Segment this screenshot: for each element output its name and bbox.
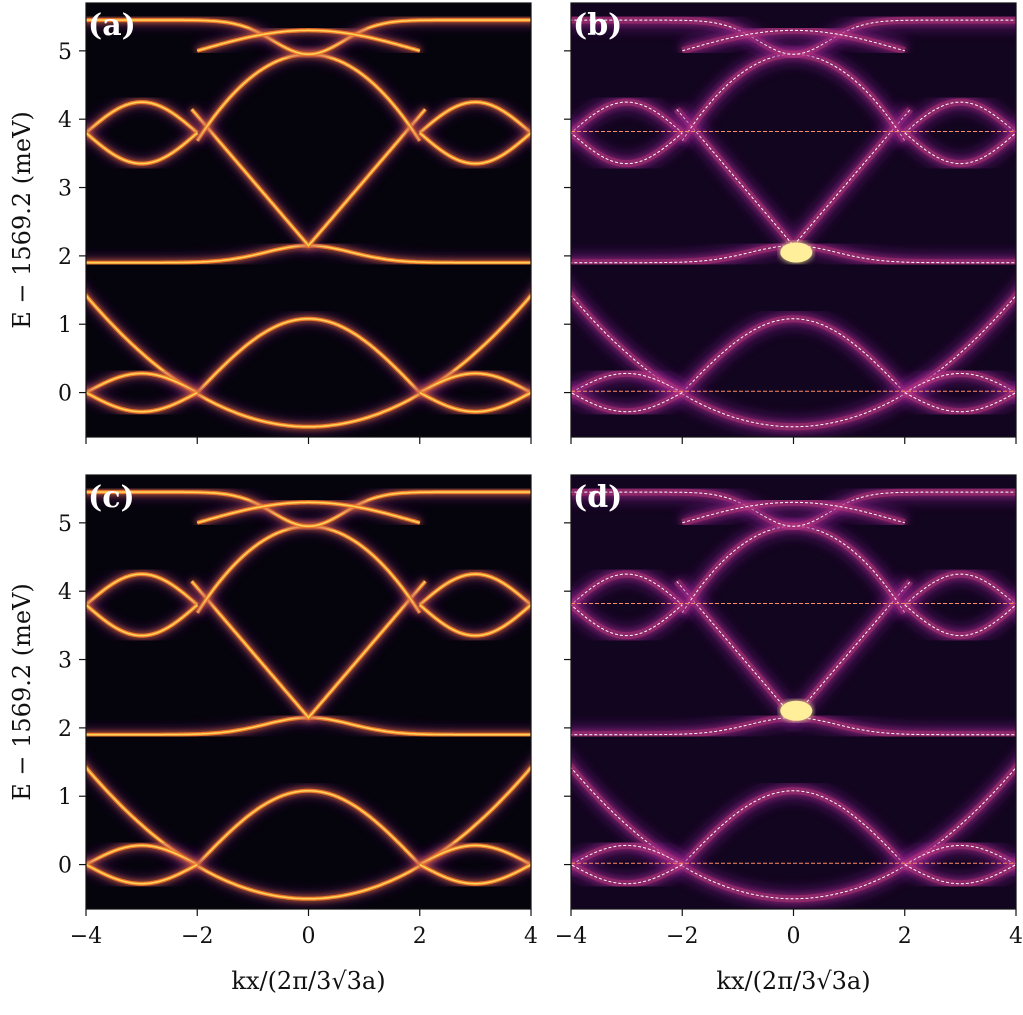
y-tick-label: 3: [58, 177, 72, 202]
y-tick-label: 3: [58, 649, 72, 674]
model-band-dashed: [904, 844, 1016, 866]
panel-label: (a): [88, 8, 136, 43]
model-band-dashed: [571, 372, 683, 394]
x-tick-label: −4: [555, 924, 587, 949]
x-axis-label: kx/(2π/3√3a): [716, 967, 870, 995]
model-band-dashed: [904, 391, 1016, 413]
x-tick-label: 4: [1009, 924, 1023, 949]
band-core: [196, 318, 421, 394]
band-core: [419, 391, 531, 413]
band-core: [191, 108, 426, 247]
y-tick-label: 0: [58, 854, 72, 879]
hotspot: [780, 242, 813, 263]
panel-d: −4 −2 0 2 4 (d) kx/(2π/3√3a): [555, 474, 1023, 995]
y-tick-label: 4: [58, 580, 72, 605]
band-core: [86, 573, 198, 606]
band-core: [86, 491, 531, 528]
x-tick-label: 2: [898, 924, 912, 949]
panel-a: 0 1 2 3 4 5 (a) E − 1569.2 (meV): [8, 2, 532, 444]
band-core: [419, 863, 531, 885]
band-core: [86, 19, 531, 56]
model-band-dashed: [571, 863, 683, 885]
band-core: [86, 391, 198, 413]
y-tick-label: 1: [58, 785, 72, 810]
y-axis-label: E − 1569.2 (meV): [8, 583, 36, 801]
band-core: [86, 294, 531, 428]
model-band-dashed: [904, 101, 1016, 134]
model-band-dashed: [681, 790, 906, 865]
model-band-dashed: [571, 844, 683, 866]
model-band-dashed: [571, 19, 1016, 55]
model-band-dashed: [904, 132, 1016, 165]
hotspot: [780, 700, 813, 721]
model-band-dashed: [571, 604, 683, 637]
band-core: [86, 863, 198, 885]
band-intensity: [681, 26, 906, 55]
band-intensity: [681, 498, 906, 527]
x-axis-label: kx/(2π/3√3a): [231, 967, 385, 995]
x-tick-label: 0: [302, 924, 316, 949]
band-core: [86, 131, 198, 165]
model-band-dashed: [571, 294, 1016, 428]
band-core: [196, 790, 421, 866]
panel-c: −4 −2 0 2 4 0 1 2 3 4 5 (c) E − 1569.2 (meV) kx/(2π/3…: [8, 474, 538, 995]
y-tick-label: 1: [58, 313, 72, 338]
band-core: [419, 573, 531, 606]
model-band-dashed: [571, 391, 683, 413]
model-band-dashed: [904, 863, 1016, 885]
model-band-dashed: [904, 372, 1016, 394]
y-tick-label: 5: [58, 40, 72, 65]
model-band-dashed: [904, 604, 1016, 637]
model-band-dashed: [571, 132, 683, 165]
x-tick-label: −2: [666, 924, 698, 949]
x-tick-label: −4: [70, 924, 102, 949]
band-core: [419, 101, 531, 134]
x-tick-label: 0: [787, 924, 801, 949]
y-tick-label: 4: [58, 108, 72, 133]
band-core: [197, 29, 421, 52]
model-band-dashed: [571, 491, 1016, 527]
band-core: [191, 580, 426, 719]
panel-b: (b): [564, 2, 1017, 444]
model-band-dashed: [904, 573, 1016, 606]
band-core: [86, 766, 531, 900]
band-core: [419, 131, 531, 165]
band-core: [197, 501, 421, 524]
y-tick-label: 2: [58, 717, 72, 742]
model-band-dashed: [681, 318, 906, 393]
band-core: [419, 603, 531, 637]
band-core: [86, 101, 198, 134]
y-tick-label: 2: [58, 245, 72, 270]
x-tick-label: −2: [181, 924, 213, 949]
y-tick-label: 0: [58, 382, 72, 407]
y-tick-label: 5: [58, 512, 72, 537]
x-tick-label: 2: [413, 924, 427, 949]
panel-label: (c): [88, 480, 135, 515]
y-axis-label: E − 1569.2 (meV): [8, 111, 36, 329]
x-tick-label: 4: [524, 924, 538, 949]
panel-label: (b): [573, 8, 622, 43]
model-band-dashed: [571, 766, 1016, 900]
band-core: [86, 603, 198, 637]
panel-label: (d): [573, 480, 622, 515]
